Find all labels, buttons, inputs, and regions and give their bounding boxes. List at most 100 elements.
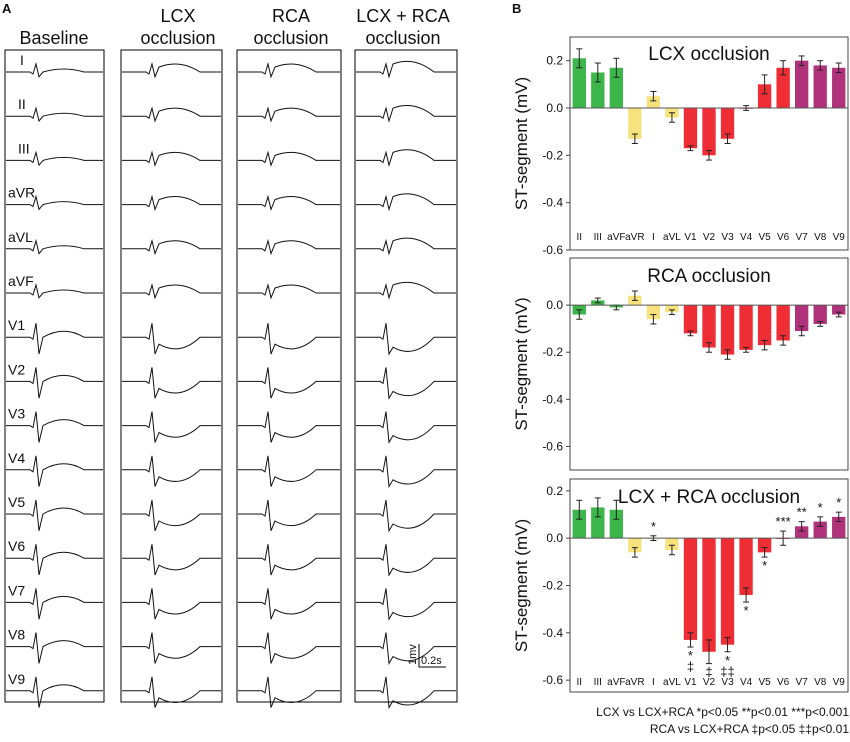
lead-label-v2: V2 [8,361,25,377]
bar-ii [572,509,586,539]
y-axis-label: ST-segment (mV) [512,519,531,652]
ecg-trace [238,62,340,79]
bar-v9 [832,67,846,108]
y-tick-label: -0.2 [542,345,563,359]
ecg-trace [238,588,340,620]
ecg-trace [122,283,221,300]
bar-v5 [757,84,772,108]
ecg-trace [356,105,456,123]
ecg-trace [238,283,340,300]
x-tick-label: aVR [625,232,644,243]
footnote-rca-vs-combined: RCA vs LCX+RCA ‡p<0.05 ‡‡p<0.01 [650,722,849,736]
significance-mark: * [744,603,749,618]
significance-mark: * [836,495,841,510]
lead-label-v7: V7 [8,582,25,598]
ecg-box-combined [354,49,458,703]
x-tick-label: II [576,232,582,243]
ecg-trace [6,106,103,123]
x-tick-label: aVF [607,232,625,243]
x-tick-label: V9 [833,232,846,243]
ecg-trace [6,455,103,487]
y-axis-label: ST-segment (mV) [512,297,531,430]
footnote-lcx-vs-combined: LCX vs LCX+RCA *p<0.05 **p<0.01 ***p<0.0… [596,705,849,719]
bar-v3 [720,538,735,645]
bar-v5 [757,305,772,346]
ecg-trace [238,544,340,576]
bar-v7 [794,526,809,539]
bar-i [646,305,661,320]
ecg-trace [238,367,340,399]
ecg-box-rca [236,49,342,703]
scale-bar-time-label: 0.2s [421,655,442,667]
ecg-trace [122,411,221,443]
lead-label-v6: V6 [8,538,25,554]
x-tick-label: V4 [740,232,753,243]
x-tick-label: V8 [814,677,827,688]
y-tick-label: -0.4 [542,196,563,210]
y-tick-label: -0.6 [542,673,563,687]
x-tick-label: III [594,232,602,243]
y-tick-label: -0.4 [542,626,563,640]
lead-label-avl: aVL [8,229,33,245]
bar-v1 [683,108,698,149]
chart-title: RCA occlusion [647,266,771,287]
x-tick-label: V9 [833,677,846,688]
bar-v8 [813,65,827,108]
x-tick-label: III [594,677,602,688]
ecg-trace [6,238,103,255]
bar-iii [591,72,605,108]
scale-bar-voltage-label: 1mv [407,644,419,665]
x-tick-label: V3 [721,232,734,243]
lead-label-v9: V9 [8,671,25,687]
lead-label-avf: aVF [8,273,34,289]
lead-label-ii: II [18,96,26,112]
bar-avf [609,509,624,539]
y-tick-label: -0.6 [542,243,563,257]
ecg-trace [356,455,456,489]
ecg-trace [6,367,103,399]
x-tick-label: II [576,677,582,688]
ecg-trace [356,149,456,168]
bar-v1 [683,538,698,640]
bar-iii [591,507,605,539]
chart-frame [569,36,849,251]
bar-i [646,96,661,108]
ecg-box-lcx [120,49,223,703]
ecg-trace [356,193,456,212]
x-tick-label: aVR [625,677,644,688]
y-tick-label: -0.4 [542,392,563,406]
column-title-combined-line2: occlusion [365,28,440,48]
ecg-trace [6,411,103,443]
x-tick-label: aVL [663,677,681,688]
ecg-trace [122,150,221,167]
significance-mark: * [818,500,823,515]
bar-v7 [794,60,809,108]
bar-avl [665,538,679,550]
y-tick-label: 0.2 [546,54,563,68]
y-tick-label: 0.0 [546,531,563,545]
bar-v3 [720,108,735,139]
chart-lcx-occlusion: LCX occlusion ST-segment (mV) 0.2 0.0 -0.2 -0… [512,36,849,257]
lead-label-iii: III [18,140,30,156]
bar-avr [628,108,642,139]
chart-frame [569,257,849,471]
ecg-trace [356,237,456,256]
chart-title: LCX + RCA occlusion [618,487,800,508]
column-title-lcx-line2: occlusion [140,28,215,48]
x-tick-label: aVF [607,677,625,688]
ecg-trace [122,499,221,531]
lead-label-v3: V3 [8,406,25,422]
lead-label-v5: V5 [8,494,25,510]
y-tick-label: 0.2 [546,484,563,498]
bar-v8 [813,521,827,539]
ecg-trace [6,632,103,664]
ecg-trace [6,323,103,355]
bar-v4 [739,538,753,595]
ecg-trace [238,411,340,443]
x-tick-label: V5 [758,677,771,688]
lead-label-v1: V1 [8,317,25,333]
ecg-trace [356,499,456,533]
ecg-trace [238,238,340,256]
bar-v7 [794,305,809,332]
